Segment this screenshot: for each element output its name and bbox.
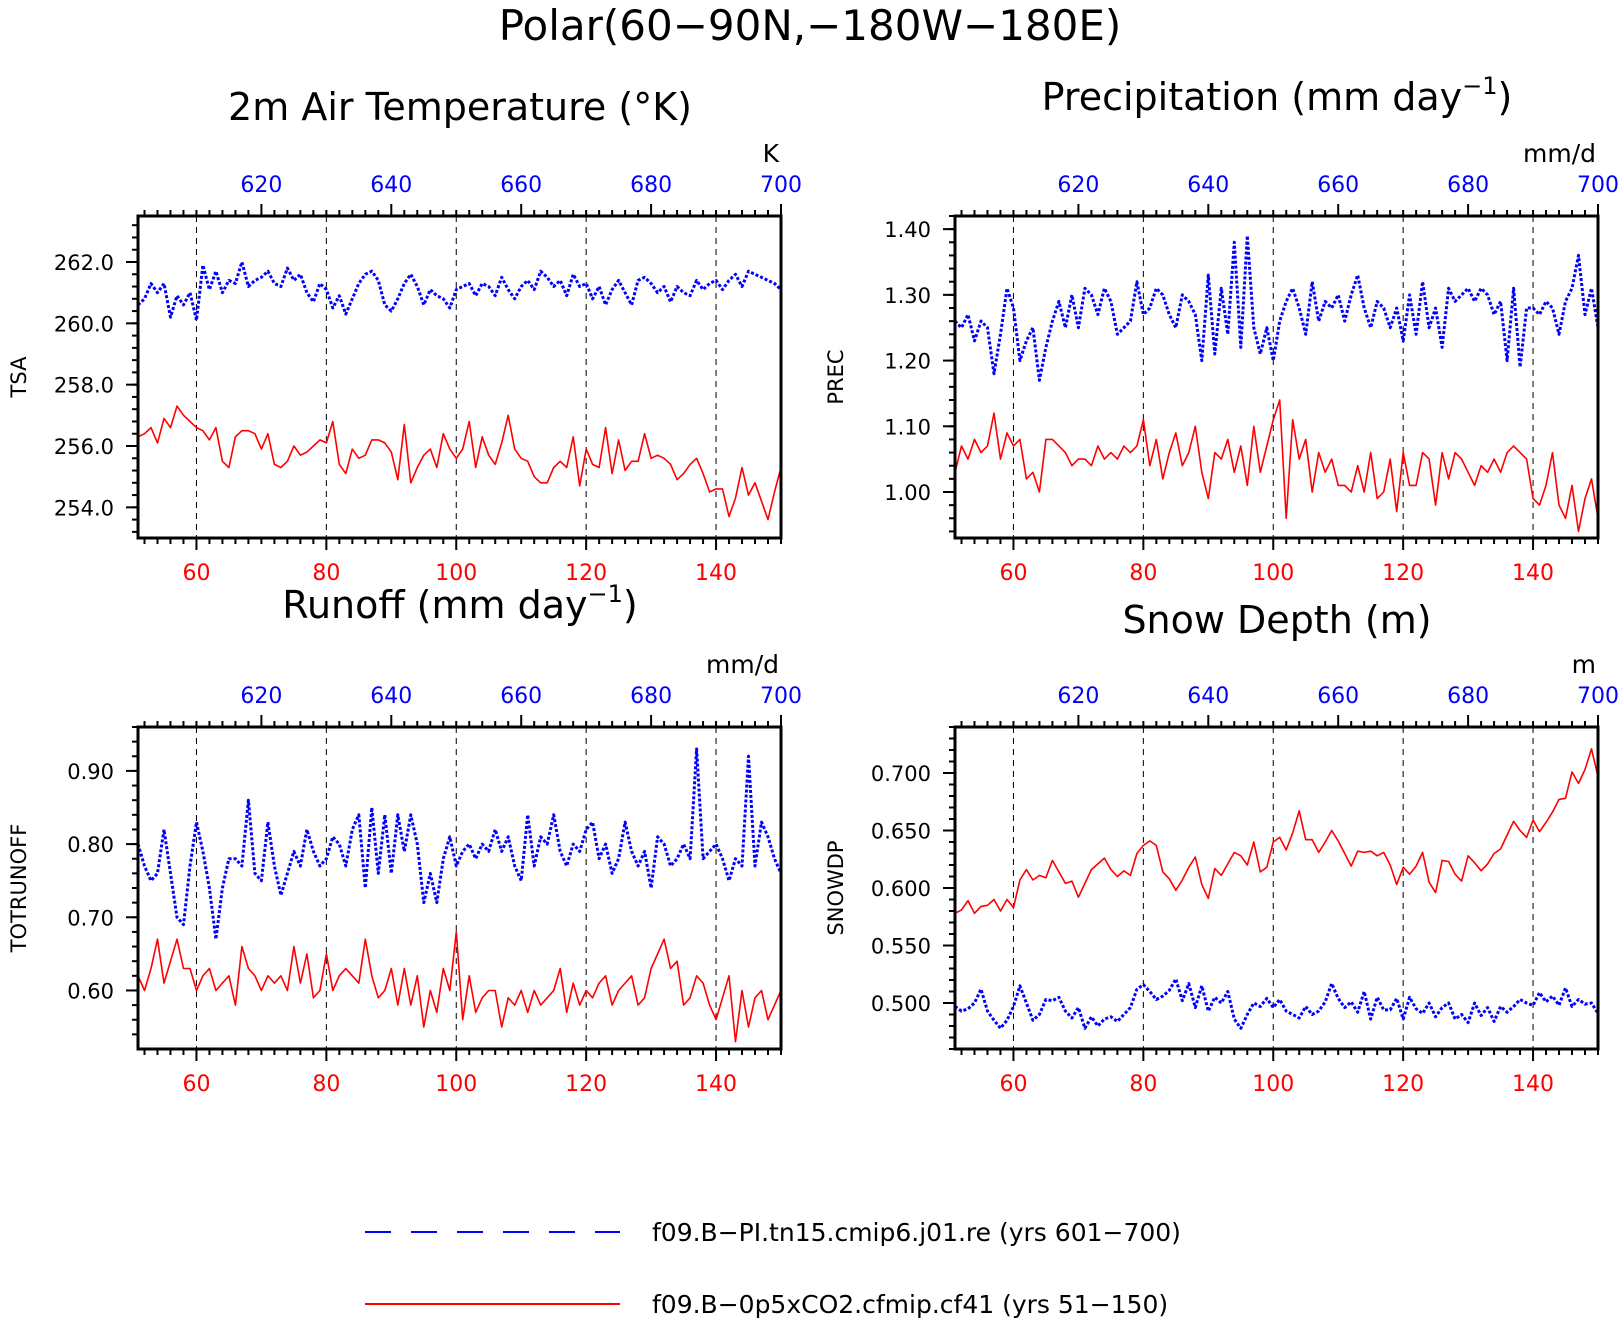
x-top-tick-label: 700 xyxy=(1577,173,1619,198)
panel-title-text: Runoff (mm day xyxy=(282,583,587,627)
series-blue xyxy=(136,260,783,322)
y-tick-label: 1.20 xyxy=(884,350,931,374)
x-bottom-tick-label: 120 xyxy=(1382,1072,1424,1097)
x-top-tick-label: 700 xyxy=(1577,684,1619,709)
x-bottom-tick-label: 140 xyxy=(1512,1072,1554,1097)
plot-frame xyxy=(136,214,783,540)
x-top-tick-label: 620 xyxy=(240,684,282,709)
panel-title-superscript: −1 xyxy=(588,580,623,608)
panel-3: Runoff (mm day−1) mm/d TOTRUNOFF 0.60 0.70 0.… xyxy=(7,580,802,1097)
x-bottom-tick-label: 100 xyxy=(435,561,477,586)
x-bottom-tick-label: 120 xyxy=(565,561,607,586)
x-bottom-tick-label: 80 xyxy=(312,561,340,586)
y-tick-label: 260.0 xyxy=(54,312,114,336)
panel-title-tail: ) xyxy=(623,583,638,627)
panel-title-text: 2m Air Temperature (°K) xyxy=(228,85,692,129)
y-tick-label: 0.700 xyxy=(871,762,931,786)
y-tick-label: 0.600 xyxy=(871,877,931,901)
x-bottom-tick-label: 100 xyxy=(1252,561,1294,586)
x-bottom-tick-label: 140 xyxy=(695,1072,737,1097)
series-blue xyxy=(953,234,1600,382)
panel-title: Precipitation (mm day−1) xyxy=(1042,72,1513,119)
series-blue xyxy=(136,747,783,941)
series-red xyxy=(954,399,1599,533)
unit-label: mm/d xyxy=(706,650,779,679)
x-top-tick-label: 660 xyxy=(500,684,542,709)
x-top-tick-label: 680 xyxy=(1447,684,1489,709)
x-bottom-tick-label: 60 xyxy=(999,561,1027,586)
y-axis-label: PREC xyxy=(824,349,848,404)
x-bottom-tick-label: 140 xyxy=(695,561,737,586)
panel-title: Snow Depth (m) xyxy=(1122,598,1431,642)
panel-title: 2m Air Temperature (°K) xyxy=(228,85,692,129)
x-bottom-tick-label: 100 xyxy=(435,1072,477,1097)
x-bottom-tick-label: 140 xyxy=(1512,561,1554,586)
panel-title-text: Precipitation (mm day xyxy=(1042,75,1462,119)
x-top-tick-label: 680 xyxy=(630,173,672,198)
y-tick-label: 0.60 xyxy=(67,979,114,1003)
unit-label: K xyxy=(763,139,780,168)
x-top-tick-label: 700 xyxy=(760,173,802,198)
series-red xyxy=(954,748,1599,915)
legend: f09.B−PI.tn15.cmip6.j01.re (yrs 601−700)… xyxy=(365,1218,1181,1319)
x-top-tick-label: 640 xyxy=(370,173,412,198)
y-tick-label: 1.40 xyxy=(884,218,931,242)
y-axis-label: TOTRUNOFF xyxy=(7,824,31,954)
panel-1: 2m Air Temperature (°K) K TSA 254.0 256.0 258… xyxy=(7,85,802,586)
y-tick-label: 0.90 xyxy=(67,760,114,784)
y-axis-label: SNOWDP xyxy=(824,840,848,935)
plot-frame xyxy=(953,214,1600,540)
x-bottom-tick-label: 100 xyxy=(1252,1072,1294,1097)
x-bottom-tick-label: 120 xyxy=(1382,561,1424,586)
x-top-tick-label: 660 xyxy=(1317,684,1359,709)
x-top-tick-label: 700 xyxy=(760,684,802,709)
legend-label-red: f09.B−0p5xCO2.cfmip.cf41 (yrs 51−150) xyxy=(652,1290,1168,1319)
y-tick-label: 256.0 xyxy=(54,435,114,459)
x-top-tick-label: 660 xyxy=(1317,173,1359,198)
series-red xyxy=(137,931,782,1043)
y-tick-label: 0.80 xyxy=(67,833,114,857)
plot-frame xyxy=(953,725,1600,1051)
y-tick-label: 1.30 xyxy=(884,284,931,308)
panel-4: Snow Depth (m) m SNOWDP 0.500 0.550 0.600 0.65… xyxy=(824,598,1619,1097)
unit-label: m xyxy=(1572,650,1596,679)
y-tick-label: 258.0 xyxy=(54,374,114,398)
x-bottom-tick-label: 60 xyxy=(182,561,210,586)
panel-title-tail: ) xyxy=(1498,75,1513,119)
legend-label-blue: f09.B−PI.tn15.cmip6.j01.re (yrs 601−700) xyxy=(652,1218,1181,1247)
x-top-tick-label: 640 xyxy=(370,684,412,709)
panel-title: Runoff (mm day−1) xyxy=(282,580,637,627)
x-top-tick-label: 680 xyxy=(1447,173,1489,198)
panel-2: Precipitation (mm day−1) mm/d PREC 1.00 1.10… xyxy=(824,72,1619,586)
y-tick-label: 0.650 xyxy=(871,820,931,844)
x-top-tick-label: 620 xyxy=(1057,684,1099,709)
x-top-tick-label: 660 xyxy=(500,173,542,198)
x-bottom-tick-label: 80 xyxy=(312,1072,340,1097)
panel-title-text: Snow Depth (m) xyxy=(1122,598,1431,642)
y-tick-label: 0.70 xyxy=(67,906,114,930)
x-bottom-tick-label: 80 xyxy=(1129,561,1157,586)
figure-title: Polar(60−90N,−180W−180E) xyxy=(499,1,1122,50)
y-tick-label: 254.0 xyxy=(54,496,114,520)
x-top-tick-label: 620 xyxy=(240,173,282,198)
y-tick-label: 1.00 xyxy=(884,481,931,505)
y-tick-label: 1.10 xyxy=(884,415,931,439)
y-tick-label: 0.550 xyxy=(871,935,931,959)
y-tick-label: 262.0 xyxy=(54,251,114,275)
y-tick-label: 0.500 xyxy=(871,992,931,1016)
x-bottom-tick-label: 60 xyxy=(999,1072,1027,1097)
x-top-tick-label: 640 xyxy=(1187,173,1229,198)
panel-title-superscript: −1 xyxy=(1462,72,1497,100)
x-bottom-tick-label: 120 xyxy=(565,1072,607,1097)
x-top-tick-label: 620 xyxy=(1057,173,1099,198)
x-top-tick-label: 680 xyxy=(630,684,672,709)
unit-label: mm/d xyxy=(1523,139,1596,168)
x-bottom-tick-label: 60 xyxy=(182,1072,210,1097)
series-blue xyxy=(954,977,1600,1030)
series-red xyxy=(137,405,782,521)
x-bottom-tick-label: 80 xyxy=(1129,1072,1157,1097)
y-axis-label: TSA xyxy=(7,356,31,399)
x-top-tick-label: 640 xyxy=(1187,684,1229,709)
